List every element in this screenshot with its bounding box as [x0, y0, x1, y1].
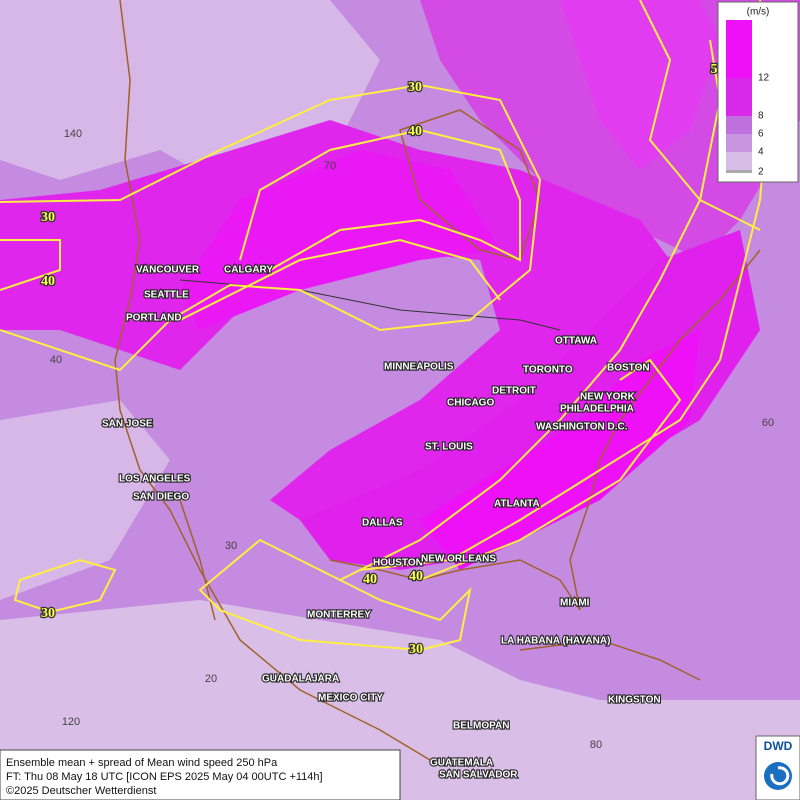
city-label: MEXICO CITY: [318, 693, 383, 704]
city-label: SAN JOSE: [102, 419, 153, 430]
legend-swatch: [726, 152, 752, 170]
legend: (m/s) 2 4 6 8 12: [717, 1, 799, 183]
field: [420, 330, 700, 570]
contour-label: 40: [363, 572, 377, 587]
city-label: SAN SALVADOR: [439, 770, 518, 781]
city-label: OTTAWA: [555, 336, 597, 347]
contour-label: 5: [711, 62, 718, 77]
city-label: ATLANTA: [494, 499, 540, 510]
contour: [239, 128, 521, 271]
city-label: SAN DIEGO: [133, 492, 189, 503]
contour-label: 40: [408, 124, 422, 139]
city-label: BELMOPAN: [453, 721, 509, 732]
field: [180, 150, 500, 330]
grid-label: 20: [205, 673, 217, 685]
contour-label: 30: [41, 210, 55, 225]
field: [0, 400, 170, 600]
city-label: DETROIT: [492, 386, 536, 397]
city-label: GUATEMALA: [430, 758, 493, 769]
footer-text: ©2025 Deutscher Wetterdienst: [6, 785, 156, 797]
contour: [0, 239, 61, 291]
cities: VANCOUVER CALGARY SEATTLE PORTLAND MINNEAPOL…: [101, 264, 662, 782]
city-label: DALLAS: [362, 518, 403, 529]
grid-label: 80: [590, 739, 602, 751]
grid-label: 60: [762, 417, 774, 429]
field: [300, 230, 760, 570]
field: [560, 0, 720, 170]
legend-swatch: [726, 20, 752, 78]
city-label: LOS ANGELES: [119, 474, 191, 485]
coastline: [329, 249, 761, 611]
city-label: NEW ORLEANS: [421, 554, 496, 565]
legend-swatch: [726, 134, 752, 152]
city-label: SEATTLE: [144, 290, 189, 301]
grid-label: 140: [64, 128, 82, 140]
city-label: MIAMI: [560, 598, 590, 609]
city-label: ST. LOUIS: [425, 442, 473, 453]
legend-swatch: [726, 78, 752, 116]
grid-label: 40: [50, 354, 62, 366]
contour: [0, 83, 542, 372]
legend-level: 6: [758, 129, 764, 140]
logo: DWD: [755, 735, 800, 800]
contour-labels: 30 40 30 40 40 40 30 30 5: [40, 61, 719, 659]
contour-label: 30: [41, 606, 55, 621]
contour: [179, 238, 501, 321]
contour: [198, 538, 472, 652]
city-label: HOUSTON: [373, 558, 423, 569]
grid-label: 70: [324, 160, 336, 172]
coastline: [114, 0, 431, 761]
city-label: CHICAGO: [447, 398, 494, 409]
legend-unit: (m/s): [747, 7, 770, 18]
city-label: KINGSTON: [608, 695, 661, 706]
contour-label: 30: [409, 642, 423, 657]
coastline: [519, 639, 701, 681]
city-label: VANCOUVER: [136, 265, 200, 276]
grid-labels: 70 140 40 60 30 20 120 80: [50, 128, 774, 751]
contour-label: 30: [408, 80, 422, 95]
grid-label: 30: [225, 540, 237, 552]
city-label: WASHINGTON D.C.: [536, 422, 628, 433]
footer-text: FT: Thu 08 May 18 UTC [ICON EPS 2025 May…: [6, 771, 323, 783]
footer-text: Ensemble mean + spread of Mean wind spee…: [6, 757, 278, 769]
contour: [339, 39, 722, 581]
contour-label: 40: [409, 569, 423, 584]
logo-swirl: [770, 766, 790, 786]
contour: [13, 558, 117, 614]
city-label: BOSTON: [607, 363, 650, 374]
city-label: GUADALAJARA: [262, 674, 339, 685]
footer: Ensemble mean + spread of Mean wind spee…: [0, 749, 401, 800]
city-label: CALGARY: [224, 265, 273, 276]
city-label: MINNEAPOLIS: [384, 362, 454, 373]
legend-swatch: [726, 170, 752, 173]
legend-level: 8: [758, 111, 764, 122]
legend-swatch: [726, 116, 752, 134]
legend-level: 2: [758, 167, 764, 178]
contour: [639, 0, 761, 231]
legend-level: 4: [758, 147, 764, 158]
city-label: PORTLAND: [126, 313, 182, 324]
city-label: PHILADELPHIA: [560, 404, 634, 415]
logo-text: DWD: [764, 739, 793, 753]
city-label: TORONTO: [523, 365, 573, 376]
contour-label: 40: [41, 274, 55, 289]
legend-level: 12: [758, 73, 770, 84]
coastline: [399, 109, 541, 261]
city-label: LA HABANA (HAVANA): [501, 636, 610, 647]
city-label: NEW YORK: [580, 392, 636, 403]
city-label: MONTERREY: [307, 610, 371, 621]
footer-box: [0, 749, 401, 800]
contour: [419, 358, 682, 581]
grid-label: 120: [62, 716, 80, 728]
